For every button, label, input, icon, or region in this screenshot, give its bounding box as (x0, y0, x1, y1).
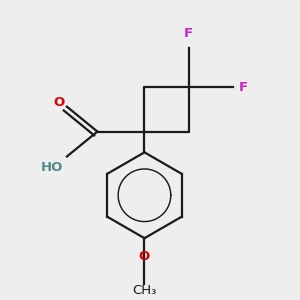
Text: O: O (53, 96, 64, 109)
Text: F: F (238, 81, 248, 94)
Text: O: O (139, 250, 150, 263)
Text: F: F (184, 27, 193, 40)
Text: HO: HO (40, 160, 63, 174)
Text: CH₃: CH₃ (132, 284, 157, 297)
